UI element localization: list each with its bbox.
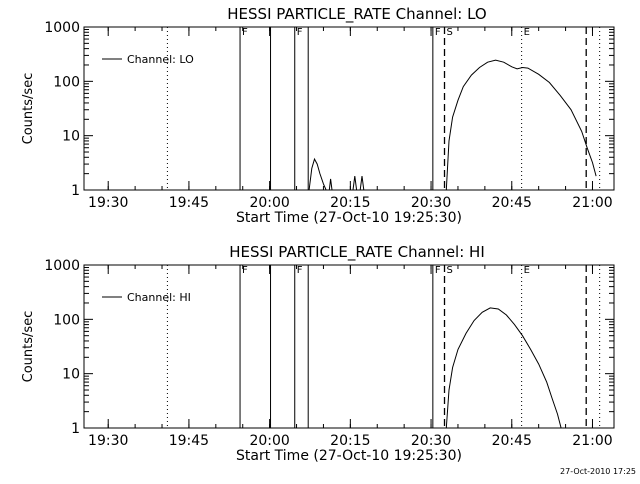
- y-tick-label: 10: [62, 129, 80, 145]
- plot-frame: [83, 264, 615, 429]
- event-marker-label: F: [297, 265, 303, 276]
- event-marker-label: F: [242, 27, 248, 38]
- y-tick-label: 1000: [44, 258, 80, 274]
- series-line: [445, 307, 562, 429]
- chart-panel-lo: HESSI PARTICLE_RATE Channel: LO Counts/se…: [21, 5, 615, 226]
- event-marker-label: E: [524, 27, 530, 38]
- x-tick-label: 20:45: [492, 433, 532, 449]
- series-line: [445, 59, 597, 191]
- y-tick-label: 10: [62, 367, 80, 383]
- y-axis-label: Counts/sec: [21, 73, 36, 145]
- y-tick-label: 1: [71, 183, 80, 199]
- series-line: [308, 157, 327, 191]
- x-tick-label: 20:15: [330, 433, 370, 449]
- legend-entry: Channel: LO: [127, 53, 194, 66]
- event-marker-label: F: [242, 265, 248, 276]
- series-line: [359, 176, 365, 191]
- plot-frame: [83, 26, 615, 191]
- x-tick-label: 21:00: [572, 195, 612, 211]
- y-axis-label: Counts/sec: [21, 311, 36, 383]
- x-tick-label: 19:45: [169, 195, 209, 211]
- event-marker-label: E: [524, 265, 530, 276]
- event-marker-label: S: [447, 265, 453, 276]
- x-tick-label: 20:15: [330, 195, 370, 211]
- series-line: [352, 176, 358, 191]
- x-tick-label: 20:00: [249, 195, 289, 211]
- y-tick-label: 100: [53, 74, 80, 90]
- event-marker-label: F: [435, 27, 441, 38]
- x-tick-label: 20:30: [411, 195, 451, 211]
- chart-panel-hi: HESSI PARTICLE_RATE Channel: HI Counts/se…: [21, 243, 615, 464]
- chart-title: HESSI PARTICLE_RATE Channel: HI: [229, 243, 485, 262]
- x-axis-label: Start Time (27-Oct-10 19:25:30): [236, 448, 462, 464]
- x-tick-label: 19:45: [169, 433, 209, 449]
- x-tick-label: 20:00: [249, 433, 289, 449]
- x-tick-label: 21:00: [572, 433, 612, 449]
- series-line: [328, 178, 333, 191]
- y-tick-label: 1000: [44, 20, 80, 36]
- footer-timestamp: 27-Oct-2010 17:25: [560, 467, 636, 476]
- x-tick-label: 20:30: [411, 433, 451, 449]
- event-marker-label: F: [297, 27, 303, 38]
- x-tick-label: 19:30: [88, 433, 128, 449]
- legend-entry: Channel: HI: [127, 291, 191, 304]
- y-tick-label: 100: [53, 312, 80, 328]
- event-marker-label: F: [435, 265, 441, 276]
- x-tick-label: 19:30: [88, 195, 128, 211]
- x-axis-label: Start Time (27-Oct-10 19:25:30): [236, 210, 462, 226]
- y-tick-label: 1: [71, 421, 80, 437]
- x-tick-label: 20:45: [492, 195, 532, 211]
- event-marker-label: S: [447, 27, 453, 38]
- chart-title: HESSI PARTICLE_RATE Channel: LO: [227, 5, 486, 24]
